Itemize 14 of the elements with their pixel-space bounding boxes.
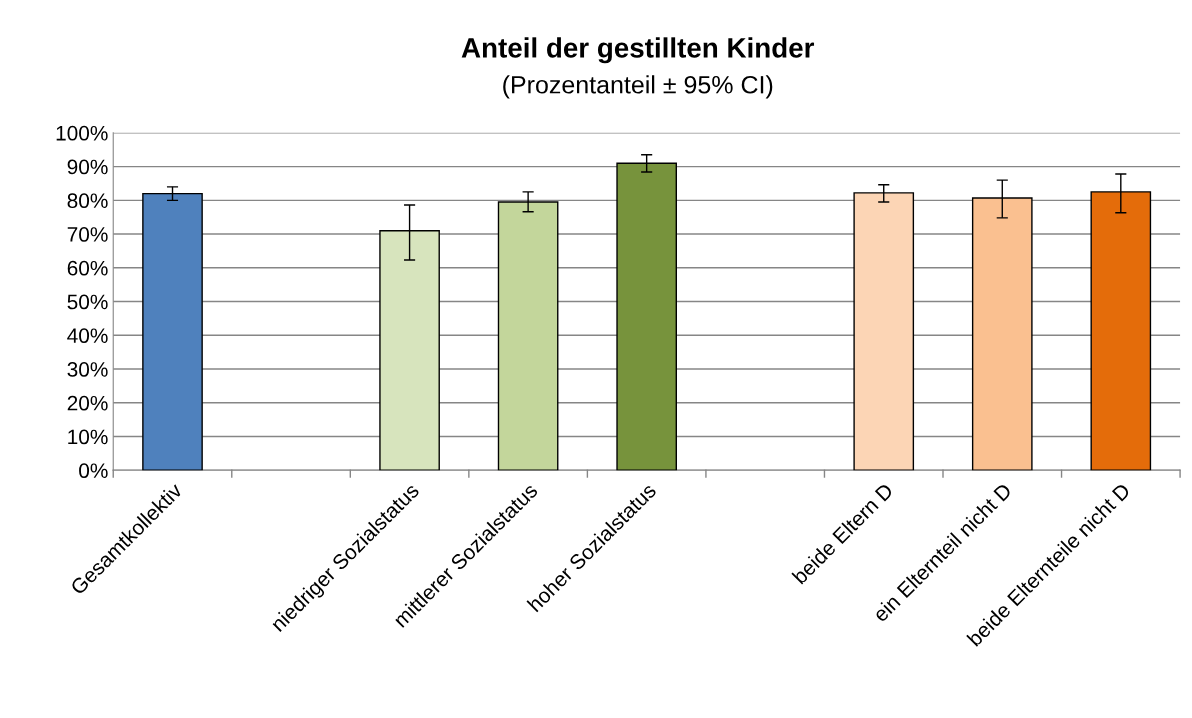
- y-tick-label: 90%: [67, 159, 108, 175]
- y-tick-label: 10%: [68, 429, 108, 445]
- y-tick-label: 20%: [67, 395, 108, 411]
- y-tick-label: 0%: [79, 463, 108, 479]
- y-tick-label: 80%: [67, 193, 108, 209]
- y-tick-label: 30%: [67, 362, 108, 377]
- y-tick-label: 60%: [67, 260, 108, 276]
- bar: [142, 192, 203, 471]
- y-tick-label: 70%: [67, 227, 108, 242]
- chart-title: Anteil der gestillten Kinder: [461, 37, 815, 64]
- y-tick-label: 50%: [67, 294, 108, 310]
- chart-subtitle: (Prozentanteil ± 95% CI): [503, 75, 773, 99]
- y-tick-label: 100%: [56, 125, 108, 141]
- y-tick-label: 40%: [67, 328, 108, 344]
